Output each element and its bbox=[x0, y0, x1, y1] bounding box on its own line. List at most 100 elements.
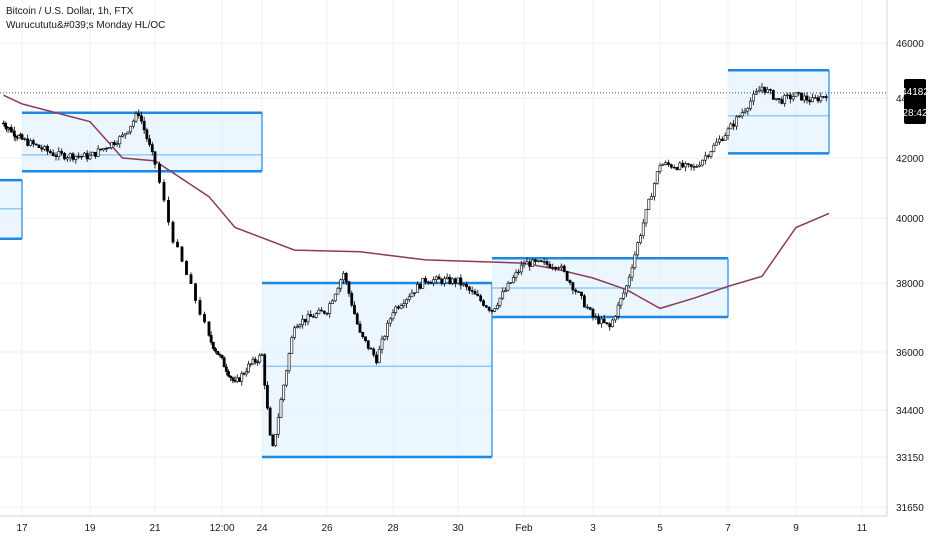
candle-body bbox=[218, 354, 222, 356]
candle-body bbox=[34, 143, 38, 146]
candle-body bbox=[519, 264, 523, 273]
candle-body bbox=[48, 150, 52, 154]
candle-body bbox=[325, 312, 329, 315]
indicator-title[interactable]: Wurucututu&#039;s Monday HL/OC bbox=[6, 20, 166, 31]
candle-body bbox=[276, 417, 280, 435]
candle-body bbox=[633, 254, 637, 269]
y-tick-label: 42000 bbox=[896, 154, 924, 165]
candle-body bbox=[678, 162, 682, 170]
candle-body bbox=[701, 159, 704, 166]
candle-body bbox=[134, 113, 138, 122]
candle-body bbox=[819, 96, 823, 102]
candle-body bbox=[216, 350, 220, 355]
candle-body bbox=[605, 322, 609, 325]
candle-body bbox=[522, 263, 526, 266]
candle-body bbox=[675, 167, 679, 170]
candle-body bbox=[142, 120, 146, 131]
candles bbox=[2, 83, 828, 448]
candle-body bbox=[479, 295, 483, 302]
candle-body bbox=[244, 371, 248, 375]
candle-body bbox=[240, 373, 244, 382]
candle-body bbox=[528, 261, 532, 267]
candle-body bbox=[426, 281, 430, 284]
candle-body bbox=[57, 151, 61, 158]
candle-body bbox=[434, 276, 438, 280]
candle-body bbox=[752, 93, 755, 102]
candle-body bbox=[735, 116, 738, 127]
candle-body bbox=[94, 151, 97, 157]
candle-body bbox=[424, 278, 427, 283]
candle-body bbox=[115, 143, 119, 145]
candle-body bbox=[429, 282, 433, 284]
candle-body bbox=[279, 399, 283, 418]
candle-body bbox=[402, 303, 406, 306]
candle-body bbox=[364, 336, 367, 341]
candle-body bbox=[686, 163, 690, 165]
candle-body bbox=[222, 357, 226, 368]
candle-body bbox=[551, 267, 555, 269]
symbol-title[interactable]: Bitcoin / U.S. Dollar, 1h, FTX bbox=[6, 6, 134, 17]
candle-body bbox=[757, 89, 761, 92]
range-box-fill bbox=[22, 112, 262, 172]
candle-body bbox=[372, 348, 376, 356]
ma-line bbox=[3, 94, 830, 310]
range-box-fill bbox=[262, 283, 492, 457]
candle-body bbox=[591, 309, 595, 318]
candle-body bbox=[771, 90, 775, 100]
candle-body bbox=[655, 171, 659, 184]
candle-body bbox=[706, 155, 710, 157]
candle-body bbox=[104, 147, 108, 150]
candle-body bbox=[158, 164, 161, 183]
monday-range-boxes bbox=[0, 68, 830, 459]
range-box-fill bbox=[728, 70, 829, 154]
candle-body bbox=[536, 260, 540, 262]
x-tick-label: Feb bbox=[515, 523, 533, 534]
candle-body bbox=[599, 318, 603, 324]
candle-body bbox=[358, 323, 362, 333]
candle-body bbox=[303, 318, 307, 323]
candle-body bbox=[162, 182, 166, 201]
candle-body bbox=[284, 370, 288, 386]
candle-body bbox=[256, 361, 259, 364]
candle-body bbox=[585, 306, 589, 309]
candle-body bbox=[511, 277, 515, 283]
candle-body bbox=[247, 363, 250, 373]
candle-body bbox=[336, 287, 340, 295]
candle-body bbox=[684, 163, 687, 168]
candle-body bbox=[559, 265, 563, 268]
time-axis[interactable]: 17 19 21 12:00 24 26 28 30 Feb 3 5 7 9 11 bbox=[16, 523, 867, 534]
candle-body bbox=[766, 89, 770, 93]
candle-body bbox=[503, 289, 507, 292]
candle-body bbox=[689, 164, 693, 167]
candle-body bbox=[350, 293, 354, 306]
candle-body bbox=[65, 157, 69, 160]
candle-body bbox=[554, 267, 558, 269]
candle-body bbox=[421, 278, 425, 289]
candle-body bbox=[783, 95, 787, 104]
candle-body bbox=[112, 141, 116, 145]
candle-body bbox=[415, 284, 419, 293]
candle-body bbox=[342, 273, 345, 281]
candle-body bbox=[777, 98, 781, 100]
candle-body bbox=[383, 336, 387, 340]
candle-body bbox=[437, 276, 441, 280]
candle-body bbox=[644, 209, 648, 224]
candle-body bbox=[597, 316, 600, 324]
candle-body bbox=[91, 151, 95, 156]
candle-body bbox=[743, 110, 747, 113]
candle-body bbox=[107, 147, 111, 149]
candle-body bbox=[37, 144, 41, 148]
candle-body bbox=[26, 138, 30, 146]
candle-body bbox=[369, 348, 373, 350]
candle-body bbox=[176, 241, 179, 248]
x-tick-label: 30 bbox=[452, 523, 464, 534]
candle-body bbox=[82, 152, 86, 157]
candle-body bbox=[46, 146, 49, 152]
x-tick-label: 17 bbox=[16, 523, 28, 534]
candle-body bbox=[148, 138, 151, 145]
candle-body bbox=[495, 304, 499, 309]
x-tick-label: 3 bbox=[590, 523, 596, 534]
candle-body bbox=[672, 167, 676, 169]
candle-body bbox=[574, 289, 578, 292]
